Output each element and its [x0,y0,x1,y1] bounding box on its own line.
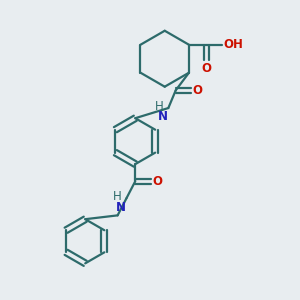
Text: O: O [193,84,202,97]
Text: H: H [113,190,122,203]
Text: H: H [155,100,164,113]
Text: N: N [158,110,168,123]
Text: OH: OH [224,38,243,51]
Text: O: O [202,62,212,75]
Text: O: O [152,175,162,188]
Text: N: N [116,201,126,214]
